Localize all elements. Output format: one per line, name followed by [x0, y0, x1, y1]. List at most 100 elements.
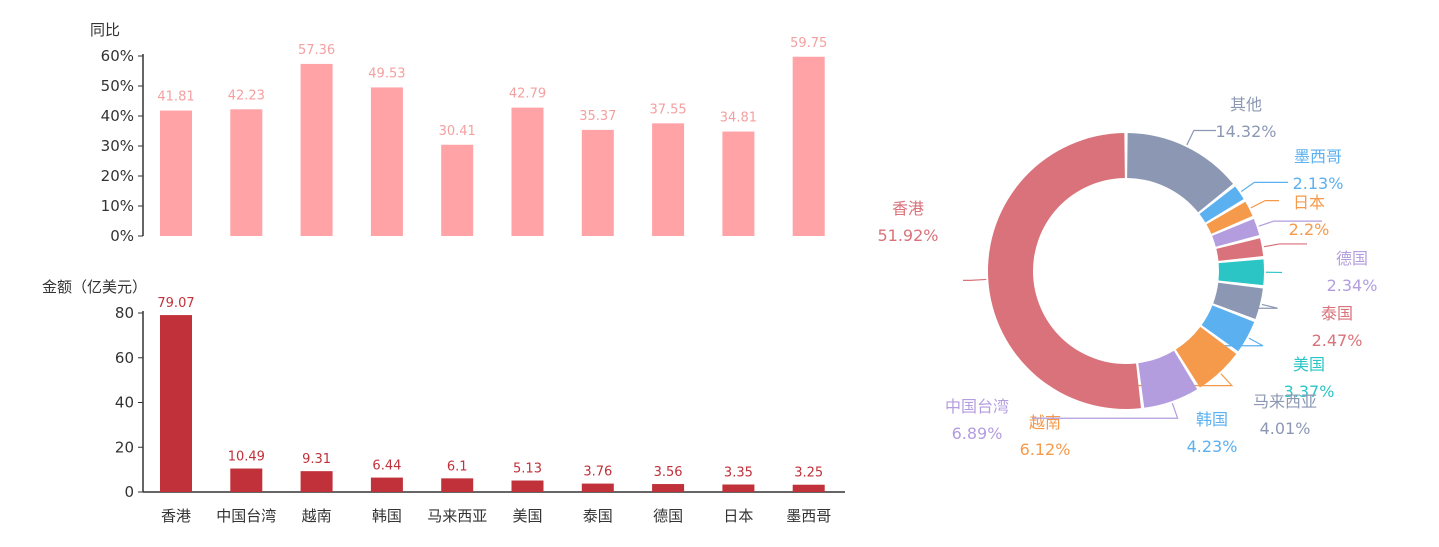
- top-y-tick-label: 60%: [101, 47, 134, 65]
- x-category-label: 马来西亚: [427, 507, 487, 525]
- donut-slice-name: 日本: [1293, 193, 1325, 212]
- top-bar-value-label: 57.36: [298, 43, 335, 58]
- donut-slice-percent: 2.2%: [1289, 220, 1330, 239]
- top-bar-value-label: 35.37: [579, 109, 616, 124]
- donut-slice: [1138, 350, 1198, 408]
- bottom-bar-value-label: 3.25: [794, 466, 823, 481]
- x-category-label: 美国: [512, 507, 542, 525]
- top-bar-value-label: 49.53: [368, 66, 405, 81]
- bottom-bar: [581, 483, 614, 492]
- bottom-bar: [511, 480, 544, 492]
- donut-slice-name: 中国台湾: [945, 397, 1009, 416]
- top-y-tick-label: 20%: [101, 167, 134, 185]
- top-chart-ylabel: 同比: [90, 21, 120, 39]
- top-bar: [370, 87, 403, 236]
- donut-slice: [1212, 218, 1260, 247]
- top-bar-value-label: 41.81: [157, 90, 194, 105]
- x-category-label: 香港: [161, 507, 191, 525]
- top-y-tick-label: 30%: [101, 137, 134, 155]
- donut-slice: [1216, 238, 1264, 261]
- top-y-tick-label: 10%: [101, 197, 134, 215]
- bottom-bar: [441, 478, 474, 492]
- donut-slice: [1218, 259, 1264, 286]
- donut-leader-line: [1186, 129, 1216, 146]
- donut-slice: [1206, 201, 1253, 234]
- donut-slice-percent: 6.12%: [1020, 440, 1071, 459]
- bottom-bar-value-label: 3.35: [724, 466, 753, 481]
- top-y-tick-label: 40%: [101, 107, 134, 125]
- x-category-label: 墨西哥: [786, 507, 831, 525]
- x-category-label: 韩国: [372, 507, 402, 525]
- bottom-bar-value-label: 6.44: [372, 459, 401, 474]
- donut-leader-line: [1255, 303, 1278, 309]
- donut-leader-line: [1258, 220, 1322, 227]
- donut-slice: [1199, 186, 1244, 223]
- donut-slice-percent: 2.34%: [1327, 276, 1378, 295]
- bottom-bar: [722, 484, 755, 492]
- top-bar: [160, 110, 192, 236]
- top-bar-value-label: 37.55: [649, 102, 686, 117]
- x-category-label: 德国: [653, 507, 683, 525]
- donut-slice-percent: 4.01%: [1260, 419, 1311, 438]
- donut-slice-name: 墨西哥: [1294, 147, 1342, 166]
- bottom-y-tick-label: 40: [115, 394, 134, 412]
- bottom-bar-value-label: 5.13: [513, 462, 542, 477]
- donut-leader-line: [1250, 200, 1279, 209]
- top-bar-value-label: 42.79: [509, 87, 546, 102]
- donut-slice-name: 泰国: [1321, 304, 1353, 323]
- donut-leader-line: [963, 278, 987, 282]
- donut-slice-name: 韩国: [1196, 410, 1228, 429]
- donut-slice-name: 越南: [1029, 413, 1061, 432]
- bottom-bar-value-label: 9.31: [302, 452, 331, 467]
- bottom-bar-value-label: 6.1: [447, 459, 468, 474]
- bottom-y-tick-label: 0: [124, 483, 134, 501]
- top-bar-value-label: 30.41: [439, 124, 476, 139]
- donut-slice-name: 德国: [1336, 249, 1368, 268]
- x-category-label: 日本: [723, 507, 753, 525]
- bottom-bar: [792, 484, 825, 492]
- donut-slice-name: 香港: [892, 199, 924, 218]
- bottom-chart-ylabel: 金额（亿美元）: [42, 278, 147, 296]
- top-bar: [300, 63, 333, 236]
- top-y-tick-label: 0%: [110, 227, 134, 245]
- donut-leader-line: [1263, 243, 1307, 248]
- top-bar: [230, 109, 263, 236]
- donut-slice-percent: 3.37%: [1284, 382, 1335, 401]
- donut-slice: [1127, 133, 1234, 213]
- donut-slice-percent: 6.89%: [952, 424, 1003, 443]
- top-y-tick-label: 50%: [101, 77, 134, 95]
- donut-slice-name: 其他: [1230, 95, 1262, 114]
- top-bar-value-label: 59.75: [790, 36, 827, 51]
- donut-slice-name: 美国: [1293, 355, 1325, 374]
- bottom-y-tick-label: 20: [115, 438, 134, 456]
- top-bar: [722, 131, 755, 236]
- top-bar: [441, 144, 474, 236]
- bottom-bar-value-label: 3.56: [654, 465, 683, 480]
- bottom-bar: [370, 477, 403, 492]
- bottom-bar: [160, 315, 192, 492]
- donut-slice-name: 马来西亚: [1253, 392, 1317, 411]
- x-category-label: 中国台湾: [216, 507, 276, 525]
- top-bar: [581, 129, 614, 236]
- bottom-bar-value-label: 79.07: [157, 296, 194, 311]
- bottom-bar-value-label: 3.76: [583, 465, 612, 480]
- bottom-bar-value-label: 10.49: [228, 450, 265, 465]
- donut-slice: [1213, 282, 1263, 319]
- bottom-y-tick-label: 60: [115, 349, 134, 367]
- x-category-label: 泰国: [583, 507, 613, 525]
- top-bar-value-label: 34.81: [720, 111, 757, 126]
- donut-slice: [987, 133, 1141, 409]
- donut-slice-percent: 2.13%: [1293, 174, 1344, 193]
- donut-slice: [1175, 326, 1237, 388]
- bottom-bar: [230, 468, 263, 492]
- top-bar-value-label: 42.23: [228, 88, 265, 103]
- donut-slice-percent: 2.47%: [1312, 331, 1363, 350]
- donut-leader-line: [1032, 402, 1179, 419]
- top-bar: [792, 56, 825, 236]
- donut-slice-percent: 51.92%: [877, 226, 938, 245]
- donut-slice-percent: 4.23%: [1187, 437, 1238, 456]
- donut-slice-percent: 14.32%: [1215, 122, 1276, 141]
- bottom-bar: [300, 471, 333, 492]
- x-category-label: 越南: [302, 507, 332, 525]
